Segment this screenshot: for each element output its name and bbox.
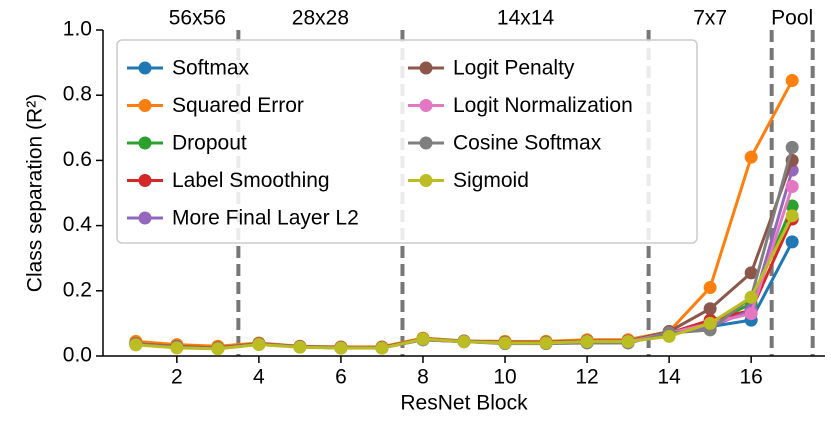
x-tick-label: 12	[575, 366, 598, 389]
x-tick-label: 4	[253, 366, 265, 389]
x-tick-label: 2	[171, 366, 183, 389]
legend-marker	[138, 174, 152, 187]
section-label: Pool	[771, 7, 813, 30]
data-point	[375, 341, 389, 355]
data-point	[703, 302, 717, 316]
legend-label: Sigmoid	[453, 169, 529, 192]
data-point	[334, 341, 348, 355]
y-tick-label: 1.0	[63, 18, 92, 41]
legend-label: More Final Layer L2	[172, 207, 359, 230]
y-tick-label: 0.6	[63, 148, 92, 171]
data-point	[539, 336, 553, 350]
data-point	[785, 209, 799, 223]
data-point	[580, 335, 594, 349]
data-point	[744, 266, 758, 280]
legend-marker	[419, 61, 433, 75]
data-point	[744, 307, 758, 321]
x-tick-label: 16	[739, 366, 762, 389]
data-point	[252, 338, 266, 352]
legend-entry: Logit Normalization	[408, 94, 633, 117]
y-tick-label: 0.4	[63, 213, 93, 236]
data-point	[211, 342, 225, 356]
data-point	[293, 340, 307, 354]
legend-entry: Sigmoid	[408, 169, 529, 192]
legend-marker	[419, 99, 433, 112]
legend-label: Softmax	[172, 57, 250, 80]
x-tick-label: 14	[657, 366, 681, 389]
data-point	[785, 140, 799, 154]
x-tick-label: 6	[335, 366, 347, 389]
y-tick-label: 0.2	[63, 278, 92, 301]
data-point	[662, 329, 676, 343]
data-point	[785, 179, 799, 193]
x-tick-label: 10	[493, 366, 516, 389]
legend-label: Label Smoothing	[172, 169, 330, 192]
data-point	[785, 235, 799, 249]
section-label: 7x7	[693, 7, 727, 30]
data-point	[621, 335, 635, 349]
legend-entry: Logit Penalty	[408, 57, 575, 80]
legend-label: Logit Normalization	[453, 94, 633, 117]
section-label: 28x28	[292, 7, 349, 30]
y-tick-label: 0.8	[63, 83, 92, 106]
data-point	[416, 332, 430, 346]
data-point	[170, 341, 184, 355]
data-point	[785, 199, 799, 213]
legend-marker	[138, 61, 152, 75]
legend-label: Squared Error	[172, 94, 304, 117]
data-point	[703, 281, 717, 295]
legend-marker	[419, 174, 433, 187]
legend-entry: More Final Layer L2	[127, 207, 359, 230]
y-tick-label: 0.0	[63, 344, 92, 367]
legend-label: Logit Penalty	[453, 57, 575, 80]
data-point	[703, 316, 717, 330]
legend-label: Cosine Softmax	[453, 132, 602, 155]
legend-marker	[419, 136, 433, 150]
x-axis-label: ResNet Block	[400, 392, 528, 415]
legend-entry: Squared Error	[127, 94, 304, 117]
legend-entry: Label Smoothing	[127, 169, 330, 192]
legend-entry: Cosine Softmax	[408, 132, 602, 155]
legend-marker	[138, 211, 152, 225]
legend-marker	[138, 99, 152, 112]
section-label: 56x56	[169, 7, 226, 30]
data-point	[457, 335, 471, 349]
legend-entry: Softmax	[127, 57, 250, 80]
data-point	[744, 290, 758, 304]
legend-entry: Dropout	[127, 132, 247, 155]
data-point	[785, 74, 799, 88]
legend-marker	[138, 136, 152, 150]
data-point	[744, 150, 758, 164]
legend-box	[116, 39, 698, 244]
section-label: 14x14	[497, 7, 555, 30]
x-tick-label: 8	[417, 366, 429, 389]
data-point	[129, 338, 143, 352]
legend-label: Dropout	[172, 132, 247, 155]
y-axis-label: Class separation (R²)	[24, 94, 47, 292]
series	[129, 209, 799, 356]
data-point	[498, 336, 512, 350]
